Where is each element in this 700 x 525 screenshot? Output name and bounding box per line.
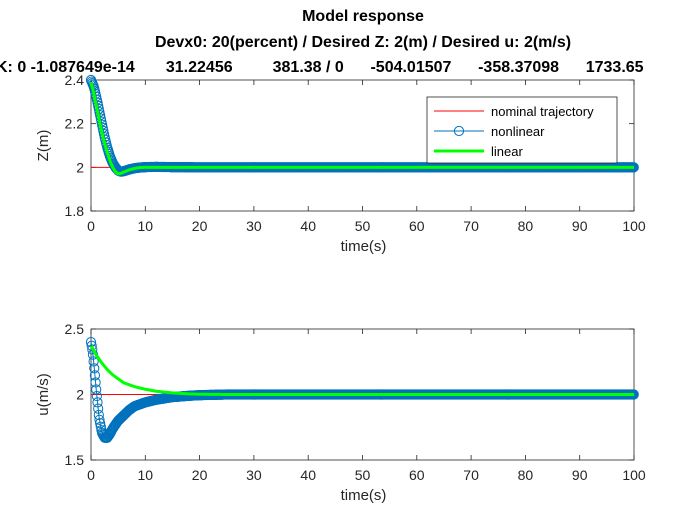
y-axis-label: Z(m) [35, 130, 52, 162]
x-axis-label: time(s) [341, 487, 387, 504]
y-tick-label: 2 [76, 159, 84, 175]
legend-label: nominal trajectory [491, 104, 594, 119]
legend-label: nonlinear [491, 124, 545, 139]
legend-marker-nonlinear [453, 125, 465, 137]
x-tick-label: 30 [246, 218, 262, 234]
x-tick-label: 60 [409, 218, 425, 234]
y-tick-label: 2 [76, 387, 84, 403]
y-tick-label: 2.5 [65, 321, 85, 337]
x-tick-label: 20 [192, 218, 208, 234]
nonlinear-marker [95, 418, 106, 429]
x-tick-label: 100 [622, 467, 646, 483]
x-tick-label: 80 [518, 218, 534, 234]
x-tick-label: 90 [572, 467, 588, 483]
x-tick-label: 40 [300, 467, 316, 483]
legend-label: linear [491, 144, 523, 159]
x-tick-label: 0 [87, 467, 95, 483]
legend: nominal trajectory nonlinear linear [426, 96, 618, 164]
y-tick-label: 1.5 [65, 452, 85, 468]
u-response-plot: 0 10 20 30 40 50 60 70 80 90 100 1.5 2 2.5 time(s) u(m/… [35, 321, 646, 504]
x-tick-label: 50 [355, 467, 371, 483]
x-tick-label: 100 [622, 218, 646, 234]
x-tick-label: 90 [572, 218, 588, 234]
figure-title: Model response [302, 8, 424, 25]
y-tick-label: 1.8 [65, 203, 85, 219]
x-tick-label: 0 [87, 218, 95, 234]
nonlinear-marker [94, 414, 105, 425]
x-tick-label: 40 [300, 218, 316, 234]
x-tick-label: 30 [246, 467, 262, 483]
y-tick-label: 2.4 [65, 72, 85, 88]
figure-subtitle: Devx0: 20(percent) / Desired Z: 2(m) / D… [155, 34, 571, 51]
x-tick-label: 70 [463, 218, 479, 234]
x-tick-label: 10 [138, 218, 154, 234]
z-response-plot: 0 10 20 30 40 50 60 70 80 90 100 1.8 2 2.2 2.4 time(s) Z… [35, 72, 646, 255]
series-linear [89, 345, 635, 396]
x-tick-label: 50 [355, 218, 371, 234]
x-tick-label: 70 [463, 467, 479, 483]
x-axis-label: time(s) [341, 238, 387, 255]
x-tick-label: 80 [518, 467, 534, 483]
linear-line [89, 345, 635, 396]
x-tick-label: 60 [409, 467, 425, 483]
x-tick-label: 20 [192, 467, 208, 483]
series-linear [89, 81, 635, 176]
y-axis-label: u(m/s) [35, 373, 52, 416]
x-tick-label: 10 [138, 467, 154, 483]
linear-line [89, 81, 635, 176]
y-tick-label: 2.2 [65, 116, 85, 132]
gains-line: K: 0 -1.087649e-14 31.22456 381.38 / 0 -… [0, 59, 644, 76]
nonlinear-marker [87, 344, 98, 355]
